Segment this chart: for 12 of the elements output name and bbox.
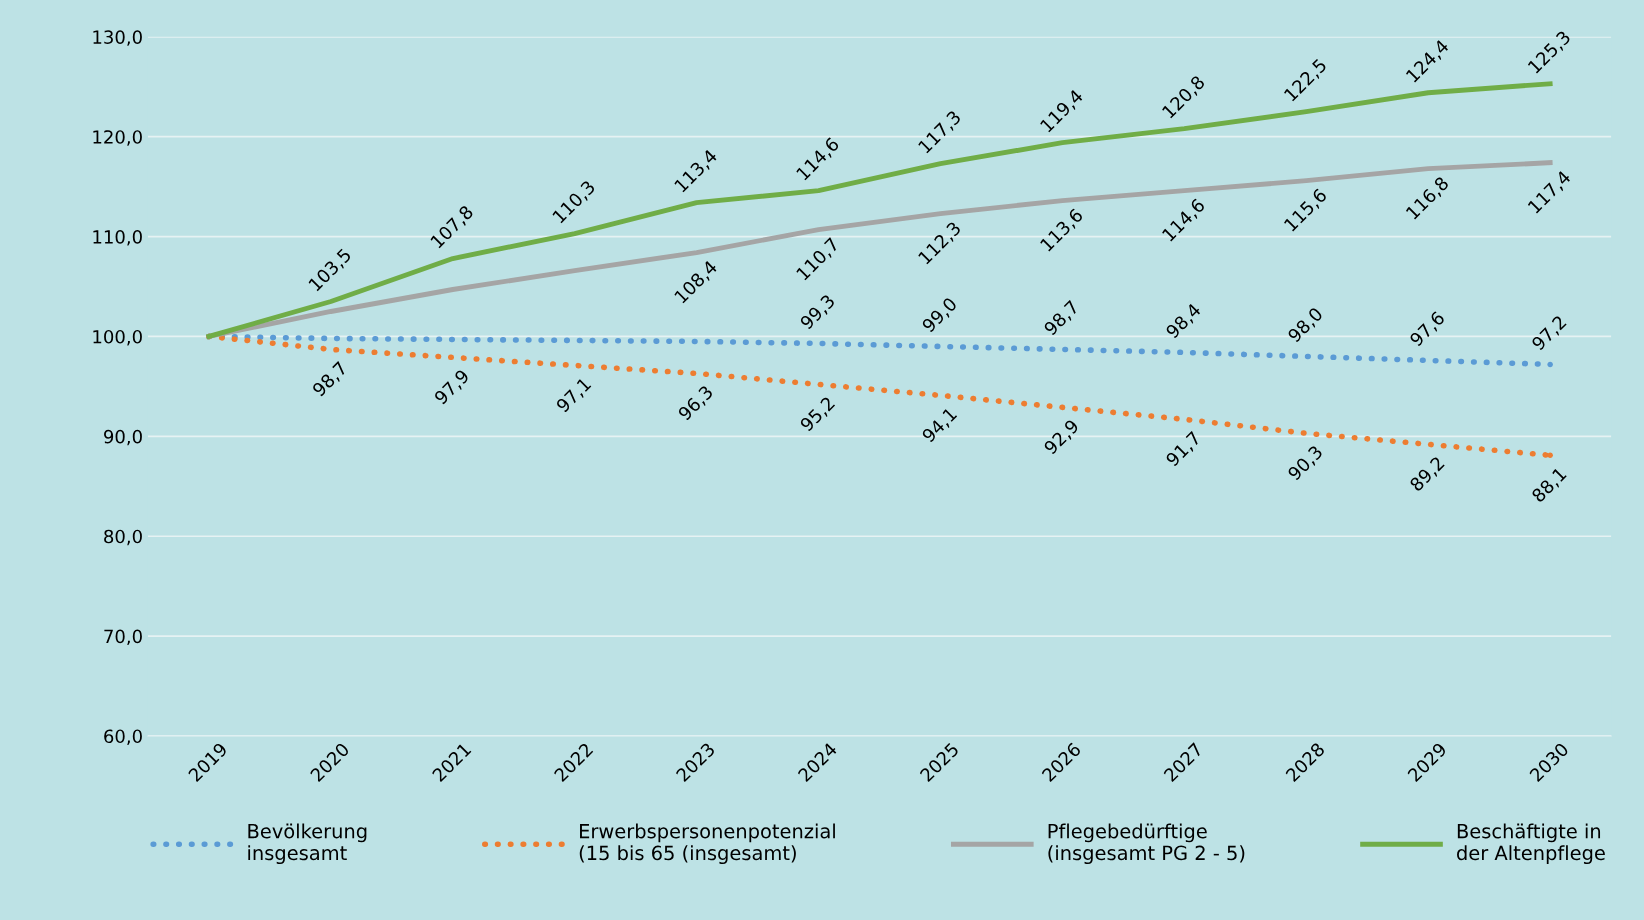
y-tick-label: 100,0 xyxy=(93,329,142,346)
legend-label: Bevölkerung insgesamt xyxy=(248,823,367,865)
legend-label: Pflegebedürftige (insgesamt PG 2 - 5) xyxy=(1048,823,1245,865)
y-tick-label: 130,0 xyxy=(93,30,142,46)
legend-label: Erwerbspersonenpotenzial (15 bis 65 (insgesamt) xyxy=(579,823,835,865)
y-tick-label: 110,0 xyxy=(93,230,142,246)
y-tick-label: 80,0 xyxy=(104,529,142,546)
y-tick-label: 70,0 xyxy=(104,629,142,646)
y-tick-label: 60,0 xyxy=(104,729,142,745)
y-tick-label: 120,0 xyxy=(93,130,142,146)
y-tick-label: 90,0 xyxy=(104,429,142,446)
legend-label: Beschäftigte in der Altenpflege xyxy=(1457,823,1605,865)
